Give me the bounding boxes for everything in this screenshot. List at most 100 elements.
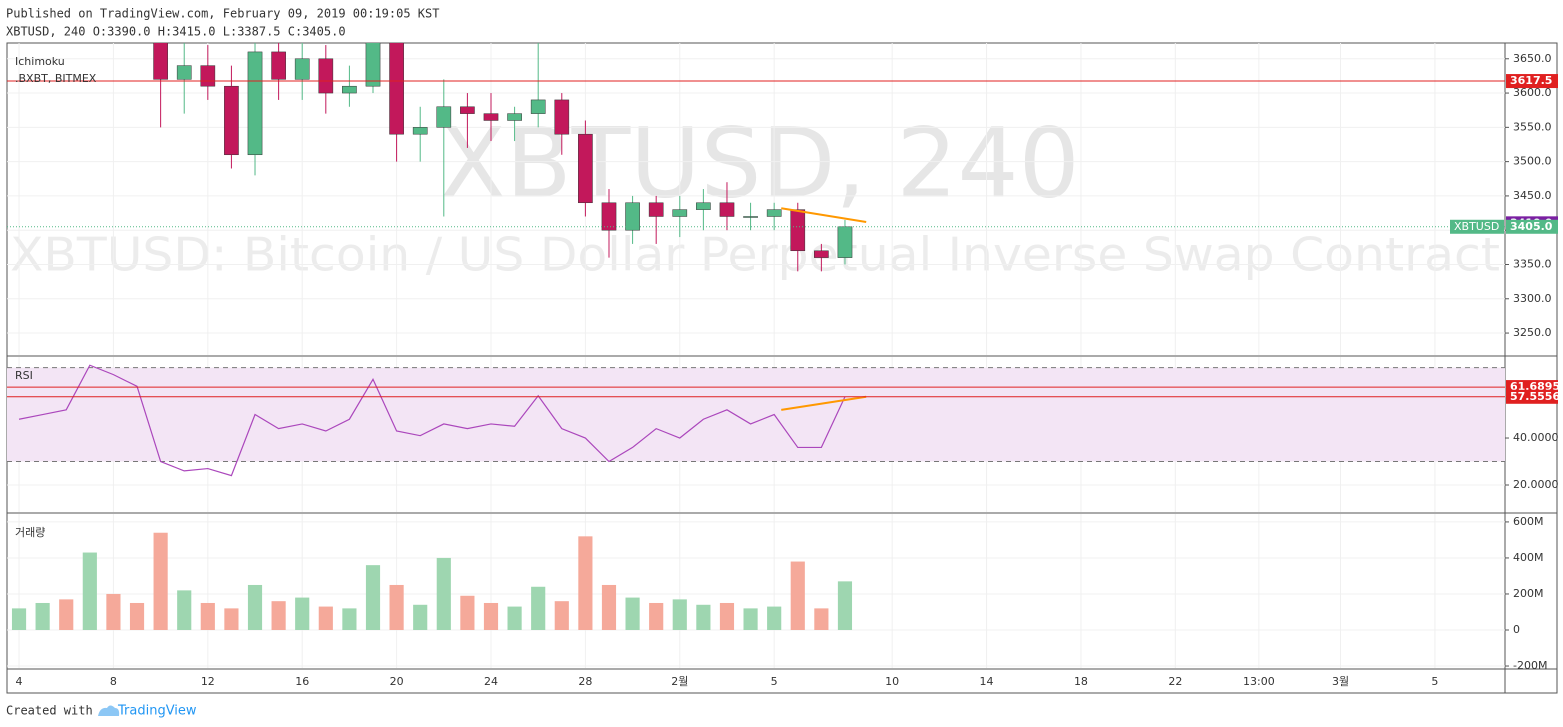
trendline	[781, 207, 867, 223]
marker-name: XBTUSD	[1454, 220, 1499, 233]
y-tick-label: 3300.0	[1513, 292, 1552, 305]
volume-bar	[11, 608, 27, 630]
candle-body	[176, 65, 192, 80]
marker-label: 3617.5	[1510, 74, 1552, 87]
trendline	[781, 395, 867, 411]
candle-body	[224, 85, 239, 156]
volume-bar	[413, 604, 428, 630]
ohlc: XBTUSD, 240 O:3390.0 H:3415.0 L:3387.5 C…	[6, 25, 346, 39]
y-tick-label: 3450.0	[1513, 189, 1552, 202]
candle-body	[247, 51, 263, 156]
volume-bar	[177, 590, 192, 630]
candle-body	[507, 113, 522, 121]
y-tick-label: 3650.0	[1513, 52, 1552, 65]
x-tick-label: 4	[16, 675, 23, 688]
volume-bar	[82, 552, 97, 630]
volume-bar	[578, 536, 593, 630]
candle-body	[743, 216, 758, 218]
volume-bar	[295, 597, 310, 630]
y-tick-label: 3550.0	[1513, 120, 1552, 133]
x-tick-label: 16	[295, 675, 309, 688]
pane-title: Ichimoku	[15, 55, 65, 68]
y-tick-label: 400M	[1513, 551, 1544, 564]
pane	[7, 514, 1505, 668]
candle-body	[365, 43, 381, 87]
candle-body	[318, 58, 334, 94]
footer-created: Created with	[6, 704, 93, 718]
marker-label: 3405.0	[1510, 220, 1553, 233]
candle-body	[530, 99, 546, 114]
x-tick-label: 2월	[671, 675, 688, 688]
volume-bar	[531, 586, 546, 630]
volume-bar	[318, 606, 333, 630]
x-tick-label: 12	[201, 675, 215, 688]
candle-body	[672, 209, 688, 217]
candle-body	[153, 43, 168, 80]
x-tick-label: 8	[110, 675, 117, 688]
pane-subtitle: .BXBT, BITMEX	[15, 72, 97, 85]
published: Published on TradingView.com, February 0…	[6, 7, 439, 21]
volume-bar	[153, 532, 168, 630]
candle-body	[483, 113, 499, 121]
candle-body	[436, 106, 452, 128]
y-tick-label: 600M	[1513, 515, 1544, 528]
volume-bar	[672, 599, 687, 630]
marker-box	[1506, 74, 1558, 89]
volume-bar	[649, 602, 664, 630]
volume-bar	[224, 608, 239, 630]
x-tick-label: 5	[771, 675, 778, 688]
x-tick-label: 28	[578, 675, 592, 688]
pane	[7, 357, 1505, 512]
candle-body	[271, 51, 286, 80]
y-tick-label: -200M	[1513, 659, 1547, 672]
candle-body	[814, 250, 829, 258]
volume-bar	[271, 601, 286, 630]
watermark-big: XBTUSD, 240	[440, 107, 1080, 219]
candle-body	[460, 106, 475, 114]
volume-bar	[507, 606, 522, 630]
volume-bar	[106, 593, 121, 630]
candle-body	[696, 202, 711, 210]
x-tick-label: 18	[1074, 675, 1088, 688]
x-tick-label: 10	[885, 675, 899, 688]
marker-box	[1506, 389, 1558, 404]
candle-body	[342, 85, 357, 94]
marker-box	[1506, 219, 1558, 234]
candle-body	[719, 202, 735, 217]
candle-body	[389, 43, 404, 135]
pane-title: RSI	[15, 369, 33, 382]
brand-icon	[98, 705, 120, 716]
footer-brand: TradingView	[117, 704, 197, 719]
candle-body	[601, 202, 617, 231]
volume-bar	[837, 581, 853, 630]
rsi-line	[18, 364, 846, 477]
x-tick-label: 13:00	[1243, 675, 1275, 688]
pane	[7, 43, 1505, 355]
volume-bar	[35, 602, 50, 630]
candle-body	[200, 65, 216, 87]
volume-bar	[365, 565, 381, 630]
volume-bar	[200, 602, 215, 630]
x-tick-label: 3월	[1332, 675, 1349, 688]
x-tick-label: 5	[1431, 675, 1438, 688]
candle-body	[625, 202, 640, 231]
volume-bar	[696, 604, 711, 630]
candle-body	[837, 226, 853, 258]
rsi-band	[7, 367, 1505, 462]
y-tick-label: 3500.0	[1513, 155, 1552, 168]
x-tick-label: 24	[484, 675, 498, 688]
candle-body	[412, 127, 428, 135]
volume-bar	[247, 584, 263, 630]
x-tick-label: 14	[980, 675, 994, 688]
volume-bar	[129, 602, 145, 630]
y-tick-label: 200M	[1513, 587, 1544, 600]
volume-bar	[719, 602, 735, 630]
volume-bar	[814, 608, 829, 630]
y-tick-label: 40.0000	[1513, 431, 1559, 444]
volume-bar	[625, 597, 640, 630]
candle-body	[554, 99, 570, 135]
y-tick-label: 3250.0	[1513, 326, 1552, 339]
candle-body	[648, 202, 664, 217]
volume-bar	[767, 606, 782, 630]
candle-body	[790, 209, 806, 252]
